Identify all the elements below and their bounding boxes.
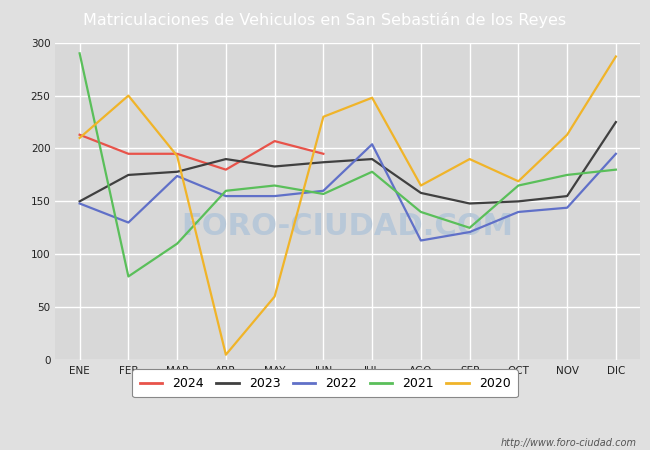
Text: http://www.foro-ciudad.com: http://www.foro-ciudad.com bbox=[501, 438, 637, 448]
Legend: 2024, 2023, 2022, 2021, 2020: 2024, 2023, 2022, 2021, 2020 bbox=[132, 369, 518, 397]
Text: Matriculaciones de Vehiculos en San Sebastián de los Reyes: Matriculaciones de Vehiculos en San Seba… bbox=[83, 12, 567, 28]
Text: FORO-CIUDAD.COM: FORO-CIUDAD.COM bbox=[182, 212, 514, 241]
